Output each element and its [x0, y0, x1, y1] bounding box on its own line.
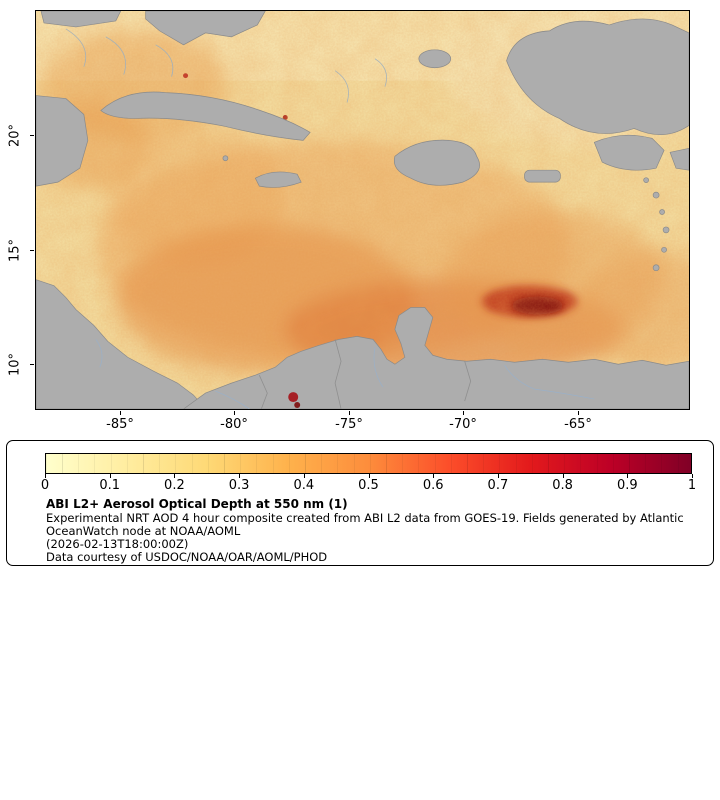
colorbar-tick — [239, 474, 241, 478]
x-axis-tick — [578, 411, 579, 415]
colorbar-tick — [174, 474, 176, 478]
caption-description-line2: OceanWatch node at NOAA/AOML — [46, 523, 241, 538]
colorbar-tick — [109, 474, 111, 478]
x-axis-label: -75° — [335, 417, 363, 432]
colorbar-tick — [497, 474, 499, 478]
caption-description-line1: Experimental NRT AOD 4 hour composite cr… — [46, 510, 684, 525]
colorbar-labels: 0 0.1 0.2 0.3 0.4 0.5 0.6 0.7 0.8 0.9 1 — [41, 478, 696, 494]
colorbar-tick-label: 0.3 — [228, 478, 250, 493]
caption-credit: Data courtesy of USDOC/NOAA/OAR/AOML/PHO… — [46, 550, 328, 565]
colorbar-tick-label: 0 — [40, 478, 50, 493]
legend-box: 0 0.1 0.2 0.3 0.4 0.5 0.6 0.7 0.8 0.9 1 ABI L2+ Ae… — [6, 440, 714, 566]
y-axis-label: 20° — [7, 123, 23, 148]
colorbar-tick — [692, 474, 693, 478]
caption-timestamp: (2026-02-13T18:00:00Z) — [46, 537, 189, 551]
colorbar-tick — [368, 474, 370, 478]
colorbar-tick-label: 0.5 — [358, 478, 379, 493]
x-axis-label: -85° — [106, 417, 134, 432]
x-axis-tick — [120, 411, 121, 415]
colorbar-gradient — [46, 454, 691, 473]
colorbar-tick — [433, 474, 435, 478]
colorbar-tick-label: 0.4 — [293, 478, 315, 493]
x-axis-label: -70° — [449, 417, 477, 432]
colorbar — [45, 453, 692, 474]
x-axis-tick — [349, 411, 350, 415]
colorbar-tick — [562, 474, 564, 478]
map-canvas — [35, 10, 690, 410]
colorbar-tick-label: 0.8 — [552, 478, 573, 493]
x-axis-tick — [463, 411, 464, 415]
aod-map-image — [36, 11, 689, 409]
y-axis-label: 15° — [7, 238, 23, 263]
x-axis-label: -65° — [564, 417, 592, 432]
colorbar-tick-label: 0.1 — [99, 478, 121, 493]
colorbar-ticks — [45, 474, 693, 479]
y-axis-tick — [30, 135, 34, 136]
colorbar-tick-label: 0.9 — [616, 478, 638, 493]
colorbar-tick-label: 0.6 — [422, 478, 444, 493]
y-axis-tick — [30, 250, 34, 251]
colorbar-tick-label: 0.7 — [487, 478, 509, 493]
colorbar-tick — [627, 474, 629, 478]
y-axis-tick — [30, 364, 34, 365]
y-axis-label: 10° — [7, 352, 23, 377]
caption-title: ABI L2+ Aerosol Optical Depth at 550 nm … — [46, 497, 348, 511]
x-axis-tick — [234, 411, 235, 415]
colorbar-tick-label: 0.2 — [164, 478, 185, 493]
x-axis-label: -80° — [220, 417, 248, 432]
caption: ABI L2+ Aerosol Optical Depth at 550 nm … — [46, 497, 701, 565]
colorbar-tick — [303, 474, 305, 478]
colorbar-tick-label: 1 — [687, 478, 697, 493]
colorbar-tick — [45, 474, 46, 478]
